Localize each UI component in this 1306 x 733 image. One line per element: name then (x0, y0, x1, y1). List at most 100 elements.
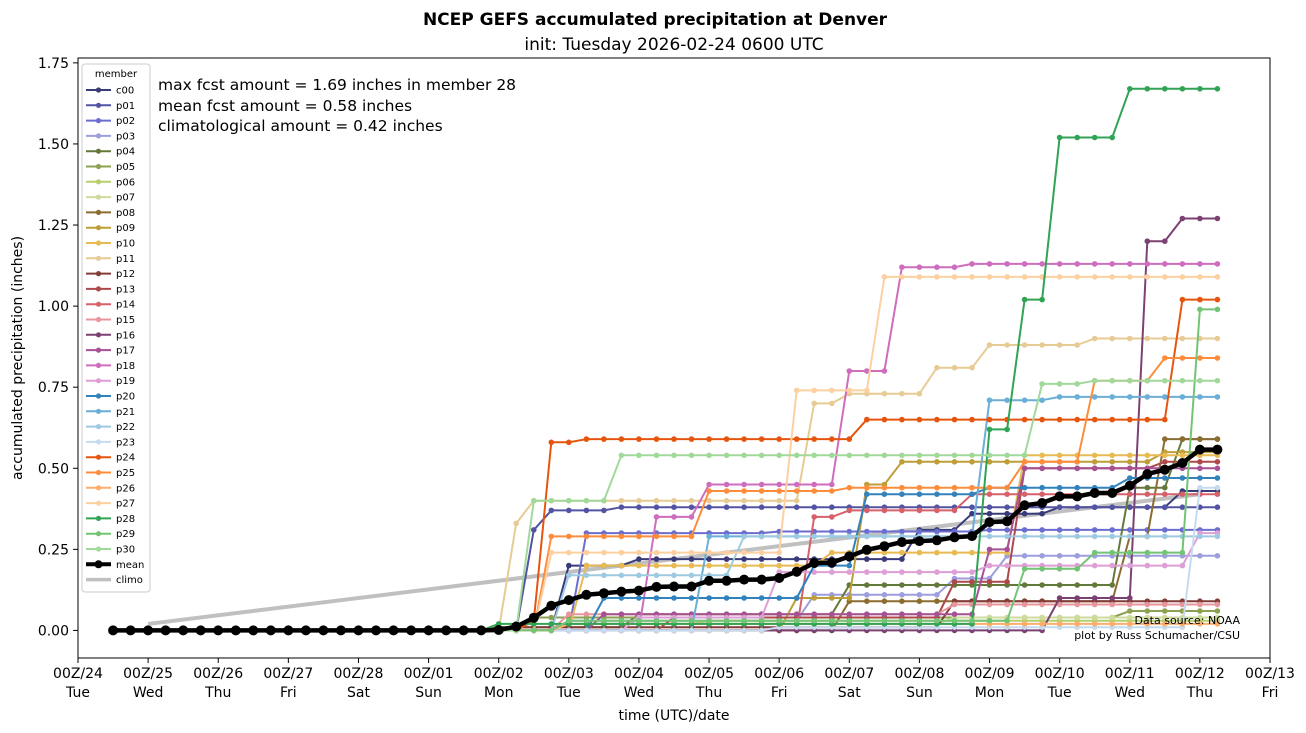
data-point (1214, 491, 1221, 498)
data-point (616, 586, 627, 597)
data-point (1091, 377, 1098, 384)
data-point (723, 549, 730, 556)
data-point (1197, 459, 1203, 465)
data-point (949, 532, 960, 543)
data-point (951, 601, 958, 608)
data-point (916, 592, 923, 598)
data-point (1072, 491, 1083, 502)
legend-swatch-marker (95, 118, 102, 124)
data-point (1214, 621, 1221, 627)
data-point (1004, 527, 1010, 533)
data-point (881, 556, 888, 562)
data-point (1109, 335, 1115, 342)
data-point (1179, 377, 1186, 384)
data-point (986, 601, 993, 608)
data-point (899, 491, 905, 498)
data-point (669, 581, 679, 592)
data-point (758, 627, 765, 634)
data-point (1109, 134, 1115, 141)
y-tick-label: 0.00 (38, 623, 69, 639)
series-line-p24 (113, 298, 1218, 632)
data-point (1197, 475, 1203, 481)
data-point (793, 611, 800, 617)
x-tick-label: 00Z/24 (53, 666, 103, 682)
data-point (1109, 452, 1115, 459)
legend-entry-p17: p17 (86, 346, 135, 357)
data-point (671, 617, 677, 624)
series-line-p30 (113, 379, 1218, 632)
data-point (969, 452, 975, 459)
data-point (1091, 614, 1098, 621)
data-point (741, 617, 747, 624)
legend: member c00 p01 p02 p03 p04 p05 p06 p07 p08 p09 p10… (81, 63, 151, 593)
data-point (899, 264, 905, 271)
data-point (1179, 475, 1186, 481)
data-point (1109, 562, 1115, 569)
series-p28 (110, 86, 1221, 634)
data-point (1179, 355, 1186, 361)
data-point (1074, 342, 1080, 348)
legend-swatch-marker (95, 515, 102, 522)
legend-label: p14 (116, 300, 135, 311)
series-line-p19 (113, 532, 1218, 632)
data-point (758, 452, 765, 459)
data-point (829, 528, 835, 535)
data-point (566, 572, 572, 579)
data-point (1004, 491, 1010, 498)
data-point (531, 497, 537, 504)
data-point (934, 549, 940, 556)
data-point (1074, 381, 1080, 387)
data-point (566, 611, 572, 617)
data-point (916, 611, 923, 617)
data-point (723, 627, 730, 634)
data-point (636, 436, 642, 442)
legend-entry-p18: p18 (86, 361, 135, 372)
data-point (671, 504, 677, 511)
data-point (706, 533, 712, 540)
data-point (300, 625, 311, 636)
data-point (1127, 601, 1133, 608)
data-point (1056, 465, 1063, 472)
data-point (688, 533, 695, 540)
legend-entry-p11: p11 (86, 254, 135, 265)
data-point (844, 551, 855, 562)
data-point (916, 452, 923, 459)
data-point (108, 625, 119, 636)
data-point (1056, 527, 1063, 533)
x-tick-day: Tue (65, 685, 90, 701)
data-point (951, 452, 958, 459)
data-point (671, 514, 677, 520)
data-point (969, 484, 975, 491)
data-point (1074, 533, 1080, 540)
data-point (1039, 465, 1045, 472)
data-point (934, 569, 940, 575)
data-point (1197, 306, 1203, 313)
data-point (671, 556, 677, 562)
data-point (951, 484, 958, 491)
data-point (811, 436, 817, 442)
legend-label: p03 (116, 131, 135, 142)
x-tick-day: Fri (280, 685, 297, 701)
data-point (1109, 582, 1115, 588)
data-point (1127, 86, 1133, 92)
data-point (931, 535, 942, 546)
data-point (1109, 274, 1115, 280)
data-point (741, 562, 747, 569)
data-point (1091, 533, 1098, 540)
x-tick-day: Wed (1114, 685, 1145, 701)
data-point (493, 625, 504, 635)
data-point (864, 416, 870, 423)
data-point (916, 484, 923, 491)
data-point (951, 416, 958, 423)
data-point (195, 625, 206, 636)
data-point (741, 481, 747, 488)
data-point (178, 625, 189, 636)
data-point (811, 617, 817, 624)
data-point (916, 390, 923, 397)
data-point (636, 533, 642, 540)
data-point (986, 459, 993, 465)
data-point (671, 549, 677, 556)
data-point (934, 491, 940, 498)
data-point (548, 533, 555, 540)
